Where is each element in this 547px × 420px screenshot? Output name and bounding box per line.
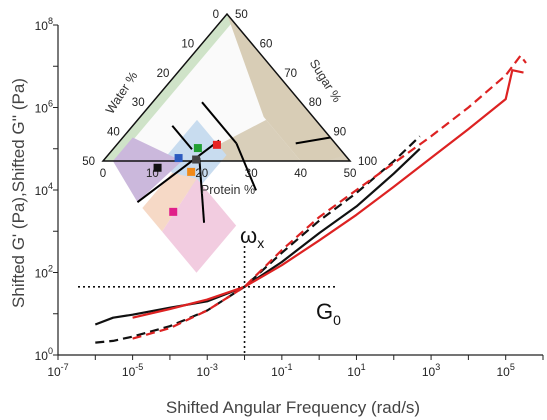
ternary-right-tick: 50	[235, 9, 248, 21]
y-tick-label: 100	[35, 346, 53, 363]
ternary-sample-marker	[212, 140, 221, 149]
ternary-sample-marker	[192, 155, 201, 164]
ternary-bottom-tick: 50	[344, 168, 357, 180]
x-tick-label: 105	[497, 362, 515, 379]
ternary-peach-region	[142, 172, 197, 232]
ternary-sample-marker	[169, 207, 178, 216]
ternary-right-tick: 80	[309, 97, 322, 109]
ternary-sample-marker	[193, 144, 202, 153]
ternary-bottom-tick: 40	[294, 168, 307, 180]
y-tick-label: 108	[35, 16, 53, 33]
ternary-water-label: Water %	[103, 69, 141, 116]
ternary-left-tick: 30	[132, 97, 145, 109]
ternary-bottom-tick: 20	[195, 168, 208, 180]
ternary-purple-region	[112, 137, 183, 203]
g0-label: G0	[316, 299, 341, 328]
ternary-right-tick: 90	[333, 127, 346, 139]
ternary-right-tick: 100	[358, 156, 377, 168]
ternary-protein-label: Protein %	[201, 183, 255, 197]
ternary-right-tick: 70	[284, 68, 297, 80]
x-tick-label: 101	[347, 362, 365, 379]
ternary-border	[101, 12, 352, 162]
ternary-boundary-mid	[171, 125, 193, 150]
ternary-boundary-top-right	[295, 136, 331, 145]
ternary-boundary-left-diagonal	[136, 139, 220, 203]
x-axis-label: Shifted Angular Frequency (rad/s)	[166, 398, 420, 417]
y-tick-label: 104	[35, 181, 53, 198]
ternary-left-tick: 0	[213, 9, 219, 21]
y-tick-label: 102	[35, 264, 53, 281]
ternary-sample-marker	[174, 154, 183, 163]
ternary-boundary-lower	[198, 157, 206, 223]
series-line-4	[132, 54, 527, 340]
annotations: ωx G0	[240, 223, 341, 328]
crossover-guides	[78, 246, 336, 355]
ternary-right-tick: 60	[260, 38, 273, 50]
ternary-upper-right-region	[204, 119, 350, 161]
ternary-left-tick: 50	[82, 156, 95, 168]
ternary-pink-region	[162, 178, 237, 273]
x-tick-label: 10-7	[47, 362, 68, 379]
x-tick-label: 10-1	[271, 362, 292, 379]
ternary-sample-marker	[187, 167, 196, 176]
y-tick-labels: 100 102 104 106 108	[35, 16, 53, 363]
ternary-water-band	[103, 14, 234, 161]
ternary-boundary-upper	[201, 101, 238, 145]
x-tick-label: 10-5	[122, 362, 143, 379]
x-tick-label: 10-3	[197, 362, 218, 379]
omega-label: ωx	[240, 223, 264, 251]
series-line-3	[132, 69, 524, 319]
ternary-boundary-right	[235, 142, 257, 191]
ternary-left-tick: 10	[181, 38, 194, 50]
x-tick-label: 103	[422, 362, 440, 379]
x-tick-labels: 10-7 10-5 10-3 10-1 101 103 105	[47, 362, 515, 379]
ternary-sample-marker	[153, 163, 162, 172]
ternary-left-tick: 20	[157, 68, 170, 80]
axes	[53, 24, 544, 360]
ternary-bottom-tick: 0	[100, 168, 106, 180]
ternary-left-tick: 40	[107, 127, 120, 139]
ternary-bottom-tick: 30	[245, 168, 258, 180]
y-axis-label: Shifted G' (Pa),Shifted G'' (Pa)	[9, 78, 28, 308]
y-tick-label: 106	[35, 99, 53, 116]
